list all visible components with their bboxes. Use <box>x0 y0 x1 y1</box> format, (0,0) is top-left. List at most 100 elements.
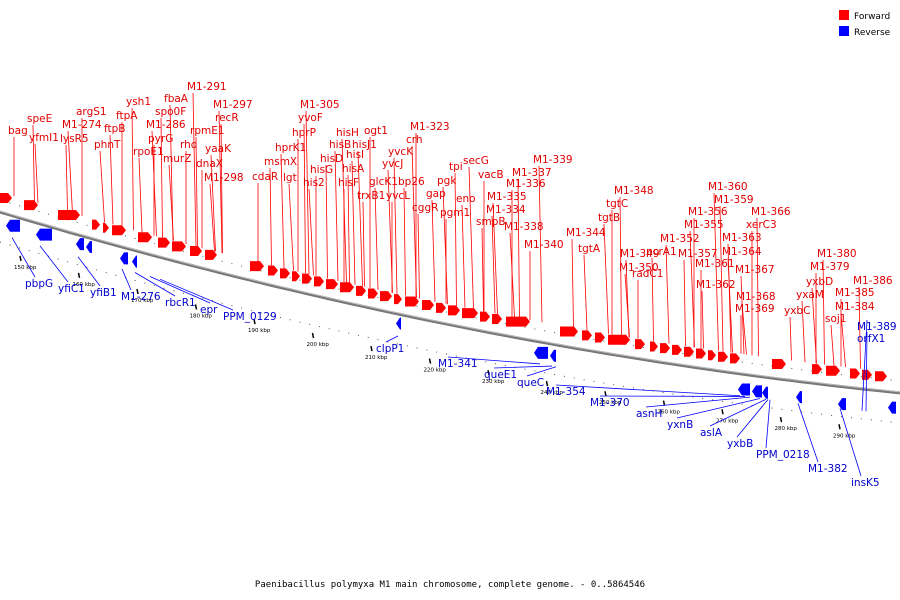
reverse-gene-label: yfiB1 <box>90 287 117 299</box>
forward-gene-label: rho <box>180 139 197 151</box>
reverse-gene-arrow <box>76 238 84 251</box>
forward-gene-label: M1-369 <box>735 303 775 315</box>
forward-gene-label: trxB1 <box>357 190 385 202</box>
reverse-gene-label: asnH <box>636 408 662 420</box>
reverse-gene-arrow <box>396 317 401 330</box>
forward-gene-label: crh <box>406 134 423 146</box>
forward-label-leader <box>374 187 379 290</box>
forward-gene-arrow <box>672 344 682 355</box>
forward-label-leader <box>303 123 306 274</box>
reverse-label-leader <box>149 276 211 304</box>
reverse-gene-arrow <box>762 386 768 399</box>
forward-gene-label: cggR <box>412 202 438 214</box>
forward-gene-label: dnaX <box>196 158 223 170</box>
forward-gene-arrow <box>696 348 706 359</box>
forward-label-leader <box>334 150 339 281</box>
forward-gene-label: glcK1 <box>369 176 398 188</box>
forward-gene-label: M1-362 <box>696 279 736 291</box>
forward-label-leader <box>801 300 806 363</box>
forward-gene-label: tgtA <box>578 243 601 255</box>
reverse-gene-label: M1-382 <box>808 463 848 475</box>
forward-gene-arrow <box>660 343 670 354</box>
forward-gene-label: yxbC <box>784 305 810 317</box>
tick-label: 280 kbp <box>775 426 798 432</box>
reverse-gene-label: clpP1 <box>376 343 404 355</box>
forward-label-leader <box>701 290 704 349</box>
forward-gene-label: M1-356 <box>688 206 728 218</box>
forward-label-leader <box>713 192 719 351</box>
tick-mark <box>779 416 783 423</box>
reverse-label-leader <box>526 366 557 377</box>
forward-gene-arrow <box>730 353 740 364</box>
forward-gene-label: M1-340 <box>524 239 564 251</box>
reverse-label-leader <box>77 256 101 287</box>
forward-gene-arrow <box>448 305 460 316</box>
reverse-label-leader <box>555 384 741 397</box>
reverse-label-leader <box>865 331 868 412</box>
forward-label-leader <box>109 134 114 225</box>
forward-label-leader <box>195 136 198 247</box>
forward-gene-label: M1-350 <box>619 262 659 274</box>
chromosome-highlight <box>0 210 900 393</box>
reverse-gene-labels: pbpG yfiC1 yfiB1 M1-276 rbcR1 epr PPM_0129 clpP… <box>11 237 897 489</box>
forward-gene-arrow <box>138 232 152 243</box>
forward-gene-arrow <box>394 294 402 305</box>
reverse-gene-label: pbpG <box>25 278 53 290</box>
forward-gene-arrow <box>92 219 100 230</box>
forward-label-leader <box>789 316 792 361</box>
forward-gene-label: soj1 <box>825 313 847 325</box>
tick-mark <box>253 318 256 325</box>
forward-label-leader <box>454 172 457 307</box>
reverse-gene-label: queC <box>517 377 544 389</box>
forward-gene-label: M1-291 <box>187 81 227 93</box>
forward-label-leader <box>571 238 574 328</box>
forward-gene-label: tgtB <box>598 212 620 224</box>
forward-gene-arrow <box>250 261 264 272</box>
forward-gene-arrow <box>718 351 728 362</box>
reverse-gene-arrow <box>120 252 128 265</box>
forward-gene-label: ogt1 <box>364 125 388 137</box>
reverse-gene-arrow <box>36 228 52 241</box>
forward-gene-arrow <box>462 308 478 319</box>
tick-mark <box>721 409 724 415</box>
reverse-gene-label: M1-354 <box>546 386 586 398</box>
forward-gene-label: rpoE1 <box>133 146 164 158</box>
tick-mark <box>370 346 373 352</box>
legend-reverse-label: Reverse <box>854 28 891 38</box>
forward-gene-label: recR <box>215 112 239 124</box>
tick-label: 200 kbp <box>307 342 330 348</box>
forward-gene-arrow <box>708 350 716 361</box>
forward-gene-label: yvcL <box>386 190 410 202</box>
reverse-label-leader <box>645 396 751 408</box>
reverse-gene-label: insK5 <box>851 477 880 489</box>
kbp-ticks: 150 kbp 160 kbp 170 kbp 180 kbp 190 kbp 200 k… <box>14 255 856 439</box>
chromosome-line <box>0 210 900 395</box>
tick-label: 220 kbp <box>424 368 447 374</box>
forward-gene-arrow <box>190 246 202 257</box>
forward-gene-arrow <box>356 285 366 296</box>
forward-label-leader <box>727 257 733 353</box>
gene-arrows <box>0 193 896 414</box>
legend: Forward Reverse <box>839 10 891 38</box>
tick-label: 210 kbp <box>365 355 388 361</box>
reverse-gene-label: epr <box>200 304 218 316</box>
forward-gene-label: cdaR <box>252 171 278 183</box>
forward-label-leader <box>305 110 310 275</box>
reverse-gene-label: queE1 <box>484 369 517 381</box>
forward-label-leader <box>347 174 350 284</box>
reverse-gene-arrow <box>888 401 896 414</box>
forward-label-leader <box>32 124 35 203</box>
forward-gene-label: lgt <box>283 172 297 184</box>
forward-label-leader <box>209 183 215 252</box>
forward-gene-label: eno <box>456 193 476 205</box>
forward-label-leader <box>481 227 484 312</box>
reverse-gene-arrow <box>132 255 137 268</box>
forward-label-leader <box>357 150 363 287</box>
forward-label-leader <box>538 165 543 323</box>
forward-gene-label: hisB <box>329 139 351 151</box>
forward-gene-label: M1-360 <box>708 181 748 193</box>
reverse-gene-label: M1-341 <box>438 358 478 370</box>
forward-gene-label: M1-297 <box>213 99 253 111</box>
forward-gene-label: M1-355 <box>684 219 724 231</box>
